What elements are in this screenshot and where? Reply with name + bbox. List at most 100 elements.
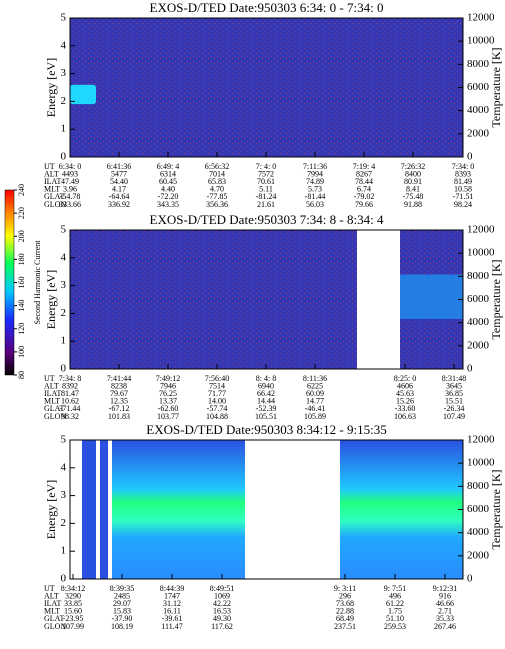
table-cell: 31.12: [163, 599, 181, 608]
table-cell: 98.32: [61, 412, 79, 421]
table-cell: 8: 4: 8: [256, 374, 276, 383]
y2-tick-label: 2000: [467, 339, 490, 351]
table-cell: -46.41: [305, 404, 326, 413]
table-cell: 29.07: [113, 599, 131, 608]
table-cell: 36.85: [445, 389, 463, 398]
y-axis-label: Energy [eV]: [44, 58, 58, 117]
table-cell: 10.58: [454, 185, 472, 194]
y-tick-label: 0: [61, 573, 67, 585]
table-cell: 356.36: [206, 200, 228, 209]
colorbar-tick-label: 220: [17, 207, 26, 219]
row-label: MLT: [44, 397, 60, 406]
table-cell: 8.41: [406, 185, 420, 194]
row-label: ILAT: [44, 599, 61, 608]
table-cell: 111.47: [161, 622, 182, 631]
y-tick-label: 0: [61, 151, 67, 163]
table-cell: 7:34: 8: [59, 374, 81, 383]
table-cell: 81.49: [454, 177, 472, 186]
table-cell: -62.60: [158, 404, 179, 413]
y2-tick-label: 6000: [467, 81, 490, 93]
table-cell: 12.35: [110, 397, 128, 406]
table-cell: 35.33: [436, 614, 454, 623]
y-axis-label: Energy [eV]: [44, 270, 58, 329]
table-cell: 47.49: [61, 177, 79, 186]
table-cell: 9: 7:51: [384, 584, 406, 593]
colorbar-tick-label: 100: [17, 346, 26, 358]
table-cell: -71.51: [453, 192, 474, 201]
table-cell: 104.88: [206, 412, 228, 421]
table-cell: 7: 4: 0: [256, 162, 276, 171]
table-cell: 106.63: [394, 412, 416, 421]
chart-title: EXOS-D/TED Date:950303 7:34: 8 - 8:34: 4: [150, 212, 384, 227]
table-cell: 103.77: [157, 412, 179, 421]
table-cell: 6:41:36: [107, 162, 131, 171]
table-cell: 5.11: [259, 185, 273, 194]
y2-axis-label: Temperature [K]: [489, 259, 503, 339]
table-cell: 7946: [160, 381, 176, 390]
table-cell: 108.19: [111, 622, 133, 631]
table-cell: 916: [439, 591, 451, 600]
table-cell: 7:11:36: [303, 162, 327, 171]
table-cell: 98.24: [454, 200, 472, 209]
y-tick-label: 4: [61, 251, 67, 263]
row-label: ALT: [44, 591, 59, 600]
table-cell: 7014: [209, 169, 225, 178]
row-label: ALT: [44, 381, 59, 390]
y2-tick-label: 0: [467, 573, 473, 585]
table-cell: -33.60: [395, 404, 416, 413]
table-cell: 8:31:48: [442, 374, 466, 383]
table-cell: 333.66: [59, 200, 81, 209]
table-cell: 14.00: [208, 397, 226, 406]
table-cell: 3290: [65, 591, 81, 600]
colorbar-tick-label: 140: [17, 300, 26, 312]
table-cell: 79.67: [110, 389, 128, 398]
table-cell: 15.26: [396, 397, 414, 406]
table-cell: 49.30: [213, 614, 231, 623]
table-cell: 16.11: [163, 607, 181, 616]
table-cell: -72.20: [158, 192, 179, 201]
table-cell: 22.88: [336, 607, 354, 616]
chart-title: EXOS-D/TED Date:950303 8:34:12 - 9:15:35: [146, 422, 386, 437]
table-cell: 60.09: [306, 389, 324, 398]
table-cell: 14.44: [257, 397, 275, 406]
table-cell: 65.83: [208, 177, 226, 186]
table-cell: 9: 3:11: [334, 584, 356, 593]
spectrogram: [70, 18, 463, 157]
table-cell: 78.44: [355, 177, 373, 186]
table-cell: 8392: [62, 381, 78, 390]
table-cell: 6225: [307, 381, 323, 390]
table-cell: 6:49: 4: [157, 162, 179, 171]
table-cell: 8:11:36: [303, 374, 327, 383]
table-cell: -54.78: [60, 192, 81, 201]
colorbar-tick-label: 120: [17, 323, 26, 335]
table-cell: -39.61: [162, 614, 183, 623]
row-label: GLAT: [44, 192, 65, 201]
colorbar-tick-label: 240: [17, 184, 26, 196]
table-cell: 15.51: [445, 397, 463, 406]
y2-tick-label: 4000: [467, 104, 490, 116]
table-cell: 267.46: [434, 622, 456, 631]
table-cell: 91.88: [404, 200, 422, 209]
y-tick-label: 5: [61, 12, 67, 24]
y-tick-label: 1: [61, 335, 67, 347]
colorbar: [4, 189, 15, 376]
table-cell: -67.12: [109, 404, 130, 413]
table-cell: 8267: [356, 169, 372, 178]
table-cell: 54.40: [110, 177, 128, 186]
y2-tick-label: 6000: [467, 293, 490, 305]
chart-title: EXOS-D/TED Date:950303 6:34: 0 - 7:34: 0: [150, 0, 384, 15]
y-tick-label: 3: [61, 489, 67, 501]
table-cell: -26.34: [444, 404, 465, 413]
y2-tick-label: 4000: [467, 526, 490, 538]
y2-tick-label: 0: [467, 363, 473, 375]
table-cell: 56.03: [306, 200, 324, 209]
table-cell: -81.44: [305, 192, 326, 201]
table-cell: 1747: [164, 591, 180, 600]
table-cell: 7:41:44: [107, 374, 131, 383]
table-cell: -71.44: [60, 404, 81, 413]
table-cell: 6940: [258, 381, 274, 390]
table-cell: 6314: [160, 169, 176, 178]
table-cell: -37.90: [112, 614, 133, 623]
